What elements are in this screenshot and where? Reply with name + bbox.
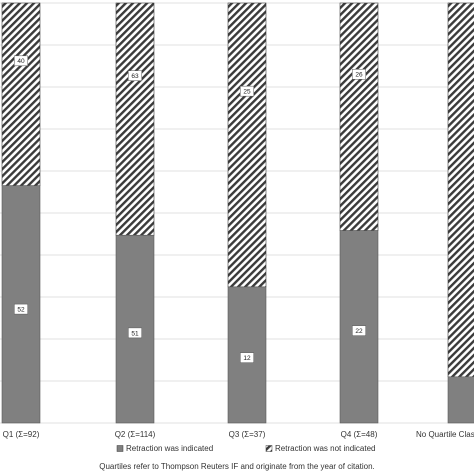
data-label-not-indicated: 63 (131, 73, 139, 80)
bar-not-indicated (227, 2, 267, 288)
legend-swatch-indicated (116, 445, 124, 452)
legend: Retraction was indicated Retraction was n… (116, 444, 376, 453)
legend-label: Retraction was indicated (126, 444, 213, 453)
data-label-indicated-box (128, 327, 142, 339)
data-label-indicated: 22 (355, 328, 363, 335)
legend-label: Retraction was not indicated (275, 444, 376, 453)
data-label-not-indicated: 25 (243, 89, 251, 96)
bar-not-indicated (447, 2, 474, 378)
bar-indicated (447, 376, 474, 424)
legend-swatch-not-indicated (265, 445, 273, 452)
bar-not-indicated (115, 2, 155, 236)
x-tick-label: Q1 (Σ=92) (3, 430, 40, 439)
x-tick-label: Q3 (Σ=37) (229, 430, 266, 439)
chart-note: Quartiles refer to Thompson Reuters IF a… (99, 462, 375, 471)
data-label-indicated-box (352, 325, 366, 336)
data-label-not-indicated-box (14, 55, 28, 67)
x-tick-label: Q2 (Σ=114) (115, 430, 156, 439)
bar-group: 40 52 63 51 25 12 26 22 (1, 2, 474, 424)
data-label-not-indicated-box (128, 70, 142, 81)
data-label-not-indicated: 26 (355, 72, 363, 79)
x-tick-label: No Quartile Clas (416, 430, 474, 439)
data-label-indicated-box (240, 352, 254, 363)
data-label-not-indicated-box (240, 85, 254, 97)
data-label-indicated-box (14, 303, 28, 315)
data-label-not-indicated-box (352, 69, 366, 80)
data-label-indicated: 52 (17, 306, 25, 313)
bar-not-indicated (339, 2, 379, 231)
bar-not-indicated (1, 2, 41, 186)
data-label-indicated: 51 (131, 330, 139, 337)
data-label-indicated: 12 (243, 355, 251, 362)
x-tick-label: Q4 (Σ=48) (341, 430, 378, 439)
x-tick-labels: Q1 (Σ=92) Q2 (Σ=114) Q3 (Σ=37) Q4 (Σ=48) No … (3, 430, 474, 439)
data-label-not-indicated: 40 (17, 58, 25, 65)
